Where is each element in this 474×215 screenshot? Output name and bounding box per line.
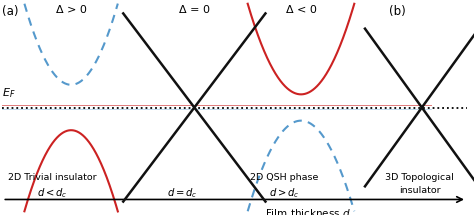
Text: (b): (b) [389,5,405,18]
Text: $d < d_c$: $d < d_c$ [37,186,67,200]
Text: Δ < 0: Δ < 0 [285,5,317,15]
Text: $d > d_c$: $d > d_c$ [269,186,300,200]
Text: (a): (a) [2,5,19,18]
Text: 2D QSH phase: 2D QSH phase [250,173,319,182]
Text: insulator: insulator [399,186,440,195]
Text: 3D Topological: 3D Topological [385,173,454,182]
Text: Δ > 0: Δ > 0 [55,5,87,15]
Text: 2D Trivial insulator: 2D Trivial insulator [8,173,96,182]
Text: Δ = 0: Δ = 0 [179,5,210,15]
Text: Film thickness $d$: Film thickness $d$ [265,207,351,215]
Text: $d = d_c$: $d = d_c$ [167,186,198,200]
Text: $E_F$: $E_F$ [2,86,16,100]
